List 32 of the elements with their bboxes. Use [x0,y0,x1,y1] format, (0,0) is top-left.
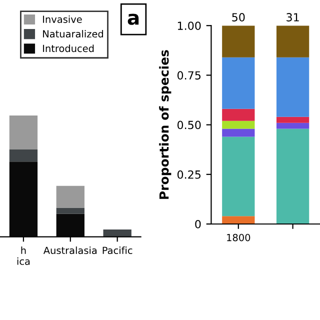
bar [56,208,84,214]
text: 50 [232,13,245,22]
legend-label: Introduced [43,44,94,52]
bar [222,120,255,129]
x-tick-label: Australasia [43,246,97,254]
x-tick-label: h ica [17,246,30,265]
text: a [128,14,139,25]
bar [9,149,38,162]
bar [222,26,255,58]
bar [276,128,310,224]
legend-label: Natuaralized [43,30,104,38]
bar [276,122,310,129]
bar [222,128,255,137]
bar [222,57,255,109]
y-tick-label: 0.75 [177,71,201,80]
bar [222,108,255,121]
y-tick-label: 0 [195,220,201,228]
bar [222,136,255,216]
y-tick-label: 0.50 [177,120,201,130]
y-tick-label: 1.00 [178,22,201,30]
text: 31 [286,13,299,22]
bar [276,57,310,117]
bar [222,216,255,224]
y-axis-title: Proportion of species [159,50,172,199]
bar [56,186,84,208]
bar [276,26,310,58]
bar [9,116,38,150]
legend-label: Invasive [43,15,82,23]
bar [276,116,310,123]
x-tick-label: 1800 [227,234,250,242]
x-tick-label: Pacific [102,246,132,254]
y-tick-label: 0.25 [177,170,201,179]
